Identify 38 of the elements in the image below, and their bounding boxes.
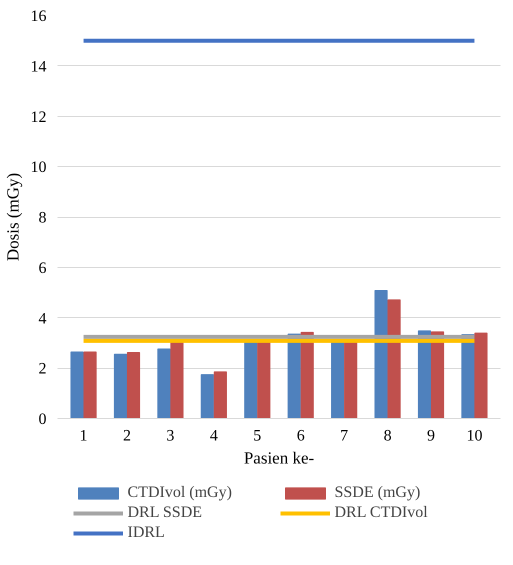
x-tick-label: 5 [253,428,262,444]
bar [374,290,388,418]
bar [214,371,227,418]
x-tick-label: 9 [427,428,436,444]
legend-label: SSDE (mGy) [334,484,422,502]
x-tick-label: 8 [384,428,392,444]
x-tick-label: 7 [340,428,348,444]
y-tick-label: 14 [30,58,46,76]
bar [126,352,140,418]
bar [200,374,214,418]
y-tick-label: 2 [38,360,46,378]
bar [83,352,97,418]
legend-label: CTDIvol (mGy) [128,484,233,502]
bar [300,332,314,418]
bar [170,341,184,418]
legend-label: DRL CTDIvol [334,504,429,522]
y-tick-label: 0 [38,411,46,428]
x-tick-label: 2 [122,428,131,444]
y-tick-label: 4 [38,310,46,328]
y-tick-label: 12 [30,108,46,126]
bar [157,348,170,418]
x-tick-label: 3 [166,428,174,444]
legend-label: DRL SSDE [128,504,204,522]
y-tick-label: 6 [38,260,46,277]
bar [388,299,401,418]
y-tick-label: 16 [30,8,46,25]
y-axis-title: Dosis (mGy) [4,172,22,262]
y-tick-label: 10 [30,159,46,176]
x-tick-label: 6 [296,428,305,444]
y-tick-label: 8 [38,210,46,226]
bar [474,332,488,418]
x-tick-label: 4 [210,428,218,444]
x-tick-label: 10 [466,428,482,444]
legend-label: IDRL [128,524,166,542]
x-axis-title: Pasien ke- [244,448,315,468]
bar [114,354,128,418]
bar [70,352,84,418]
x-tick-label: 1 [80,428,88,444]
